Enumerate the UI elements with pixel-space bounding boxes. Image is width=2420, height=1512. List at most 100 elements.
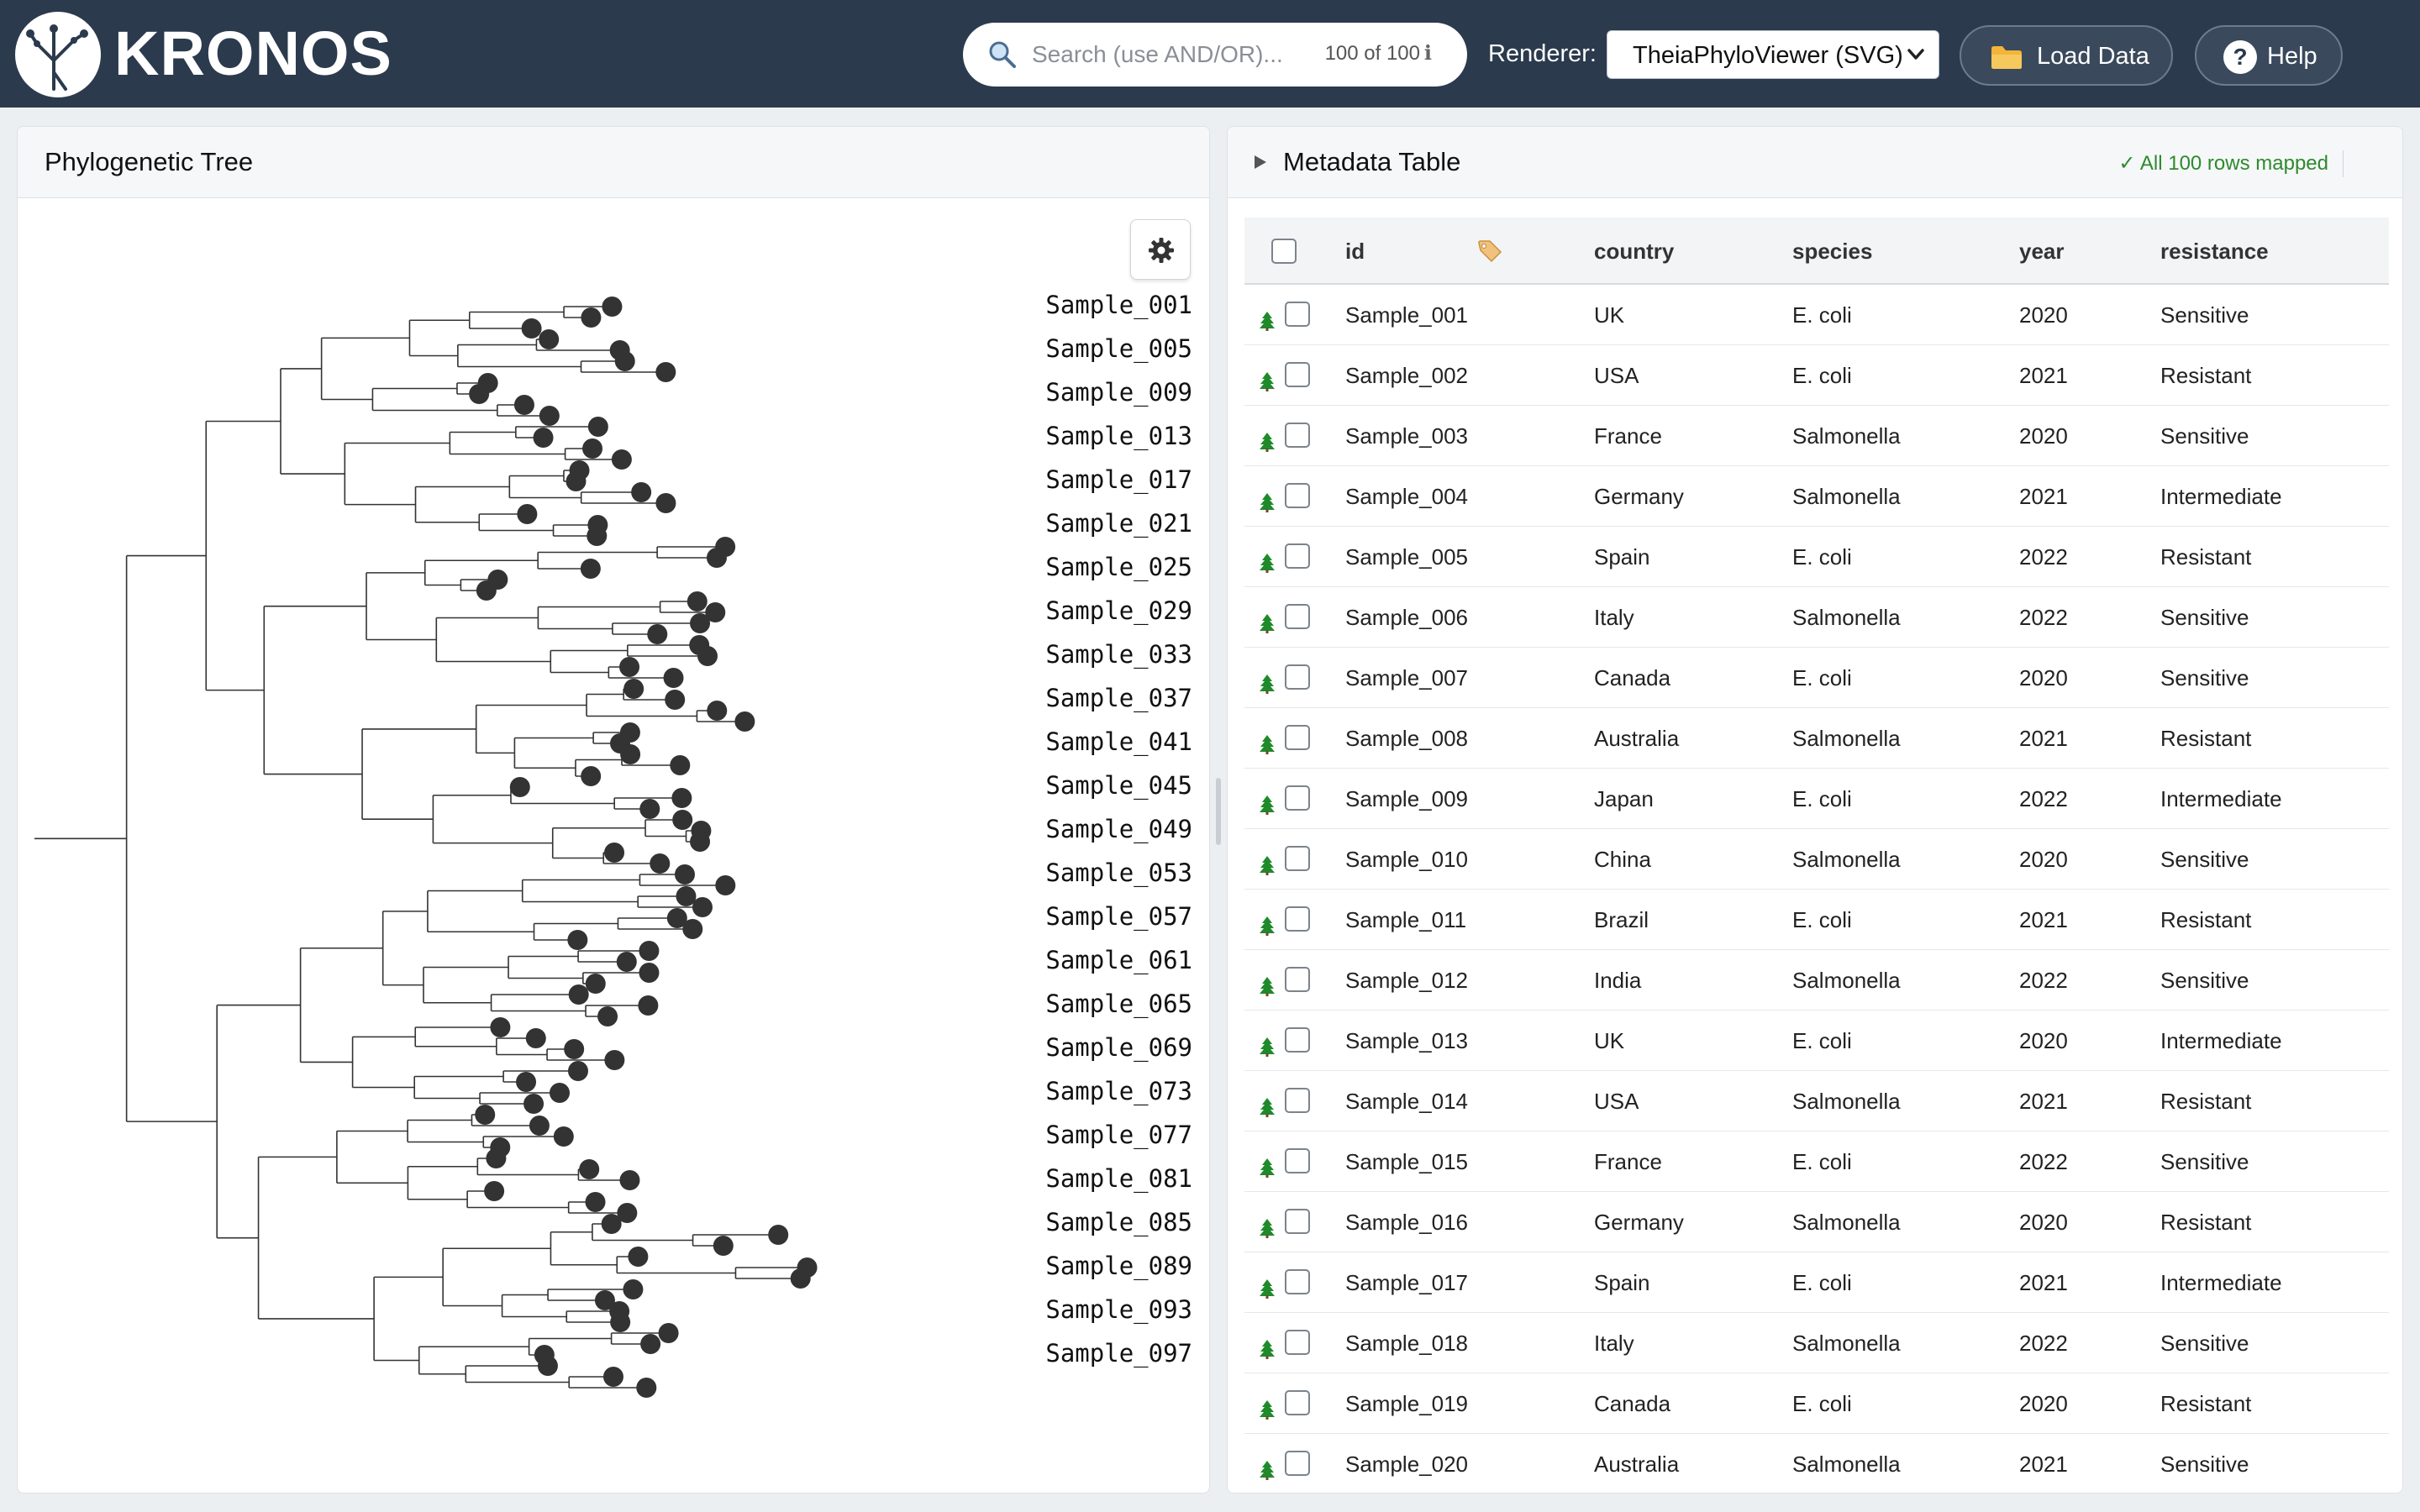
table-row[interactable]: Sample_005 Spain E. coli 2022 Resistant (1244, 527, 2389, 587)
tip-node[interactable] (638, 995, 659, 1016)
table-row[interactable]: Sample_010 China Salmonella 2020 Sensitive (1244, 829, 2389, 890)
tip-node[interactable] (581, 307, 602, 328)
tip-label[interactable]: Sample_097 (1045, 1339, 1192, 1368)
row-checkbox[interactable] (1285, 604, 1310, 629)
tip-node[interactable] (670, 755, 691, 775)
row-checkbox[interactable] (1285, 483, 1310, 508)
tip-node[interactable] (581, 766, 602, 786)
tip-node[interactable] (639, 963, 660, 983)
tip-label[interactable]: Sample_069 (1045, 1033, 1192, 1063)
select-all-checkbox[interactable] (1271, 239, 1297, 264)
tip-node[interactable] (539, 406, 560, 426)
column-header-id[interactable]: id (1345, 218, 1502, 285)
tip-node[interactable] (706, 548, 727, 568)
tip-node[interactable] (597, 1006, 618, 1026)
tip-node[interactable] (663, 668, 684, 688)
renderer-select[interactable]: TheiaPhyloViewer (SVG) (1607, 30, 1939, 79)
row-checkbox[interactable] (1285, 1330, 1310, 1355)
tip-node[interactable] (611, 449, 632, 470)
row-checkbox[interactable] (1285, 1209, 1310, 1234)
tip-node[interactable] (610, 1312, 631, 1332)
tip-node[interactable] (486, 1148, 507, 1168)
tip-node[interactable] (604, 1050, 625, 1070)
tip-label[interactable]: Sample_025 (1045, 553, 1192, 582)
table-row[interactable]: Sample_001 UK E. coli 2020 Sensitive (1244, 285, 2389, 345)
row-checkbox[interactable] (1285, 1027, 1310, 1053)
tip-label[interactable]: Sample_033 (1045, 640, 1192, 669)
tip-node[interactable] (697, 646, 718, 666)
tip-node[interactable] (594, 1290, 615, 1310)
tip-label[interactable]: Sample_005 (1045, 334, 1192, 364)
tip-node[interactable] (602, 1367, 623, 1387)
row-checkbox[interactable] (1285, 1451, 1310, 1476)
tip-node[interactable] (692, 897, 713, 917)
tip-node[interactable] (579, 1159, 600, 1179)
tip-node[interactable] (476, 580, 497, 601)
row-checkbox[interactable] (1285, 543, 1310, 569)
tip-node[interactable] (564, 1039, 585, 1059)
tip-label[interactable]: Sample_081 (1045, 1164, 1192, 1194)
tip-node[interactable] (568, 984, 589, 1005)
row-checkbox[interactable] (1285, 362, 1310, 387)
table-row[interactable]: Sample_012 India Salmonella 2022 Sensitive (1244, 950, 2389, 1011)
tip-node[interactable] (585, 1192, 606, 1212)
tip-node[interactable] (585, 974, 606, 994)
tip-label[interactable]: Sample_017 (1045, 465, 1192, 495)
table-row[interactable]: Sample_008 Australia Salmonella 2021 Resista… (1244, 708, 2389, 769)
tip-node[interactable] (513, 395, 534, 415)
tip-node[interactable] (516, 1072, 537, 1092)
tip-node[interactable] (602, 297, 623, 317)
table-row[interactable]: Sample_004 Germany Salmonella 2021 Intermedi… (1244, 466, 2389, 527)
tip-node[interactable] (566, 471, 587, 491)
tip-node[interactable] (537, 1356, 558, 1376)
tip-node[interactable] (666, 908, 687, 928)
tip-node[interactable] (790, 1268, 811, 1289)
tip-node[interactable] (655, 362, 676, 382)
tip-node[interactable] (658, 1323, 679, 1343)
tip-node[interactable] (665, 690, 686, 710)
column-header-year[interactable]: year (2019, 239, 2065, 264)
table-row[interactable]: Sample_020 Australia Salmonella 2021 Sensiti… (1244, 1434, 2389, 1493)
table-row[interactable]: Sample_002 USA E. coli 2021 Resistant (1244, 345, 2389, 406)
table-row[interactable]: Sample_009 Japan E. coli 2022 Intermediate (1244, 769, 2389, 829)
tip-node[interactable] (640, 1334, 661, 1354)
row-checkbox[interactable] (1285, 423, 1310, 448)
tip-node[interactable] (553, 1126, 574, 1147)
tip-node[interactable] (484, 1181, 505, 1201)
tip-node[interactable] (676, 886, 697, 906)
table-row[interactable]: Sample_016 Germany Salmonella 2020 Resistant (1244, 1192, 2389, 1252)
tip-node[interactable] (768, 1225, 789, 1245)
tip-node[interactable] (567, 930, 588, 950)
tip-node[interactable] (639, 941, 660, 961)
tip-label[interactable]: Sample_061 (1045, 946, 1192, 975)
tip-node[interactable] (550, 1083, 570, 1103)
tip-label[interactable]: Sample_057 (1045, 902, 1192, 932)
tip-node[interactable] (525, 1028, 546, 1048)
row-checkbox[interactable] (1285, 1148, 1310, 1173)
tip-label[interactable]: Sample_021 (1045, 509, 1192, 538)
table-row[interactable]: Sample_019 Canada E. coli 2020 Resistant (1244, 1373, 2389, 1434)
tip-label[interactable]: Sample_001 (1045, 291, 1192, 320)
tip-label[interactable]: Sample_077 (1045, 1121, 1192, 1150)
panel-resize-handle[interactable] (1216, 778, 1221, 845)
tip-label[interactable]: Sample_073 (1045, 1077, 1192, 1106)
tip-label[interactable]: Sample_013 (1045, 422, 1192, 451)
tip-node[interactable] (582, 438, 603, 459)
tip-node[interactable] (650, 853, 671, 874)
tip-node[interactable] (475, 1105, 496, 1125)
info-icon[interactable]: ℹ (1423, 42, 1432, 65)
tip-node[interactable] (655, 493, 676, 513)
table-row[interactable]: Sample_013 UK E. coli 2020 Intermediate (1244, 1011, 2389, 1071)
tip-node[interactable] (713, 1236, 734, 1256)
tip-node[interactable] (647, 624, 668, 644)
row-checkbox[interactable] (1285, 725, 1310, 750)
tip-node[interactable] (490, 1017, 511, 1037)
tip-node[interactable] (690, 613, 711, 633)
row-checkbox[interactable] (1285, 1088, 1310, 1113)
tip-node[interactable] (715, 875, 736, 895)
tip-label[interactable]: Sample_053 (1045, 858, 1192, 888)
tip-label[interactable]: Sample_085 (1045, 1208, 1192, 1237)
tip-node[interactable] (614, 351, 635, 371)
row-checkbox[interactable] (1285, 664, 1310, 690)
search-input[interactable] (1032, 34, 1427, 75)
